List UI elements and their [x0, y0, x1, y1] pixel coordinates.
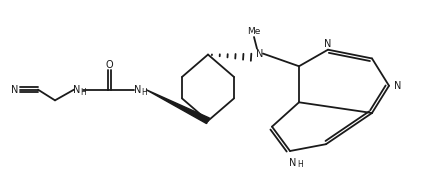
Text: N: N	[289, 158, 297, 168]
Text: N: N	[394, 81, 401, 91]
Text: O: O	[105, 60, 113, 70]
Text: N: N	[11, 85, 19, 95]
Text: N: N	[256, 49, 264, 59]
Text: N: N	[324, 39, 332, 49]
Text: H: H	[141, 88, 147, 97]
Text: N: N	[73, 85, 81, 95]
Text: H: H	[297, 160, 303, 169]
Text: N: N	[134, 85, 142, 95]
Text: Me: Me	[247, 27, 260, 36]
Polygon shape	[146, 90, 210, 124]
Text: H: H	[80, 88, 86, 97]
